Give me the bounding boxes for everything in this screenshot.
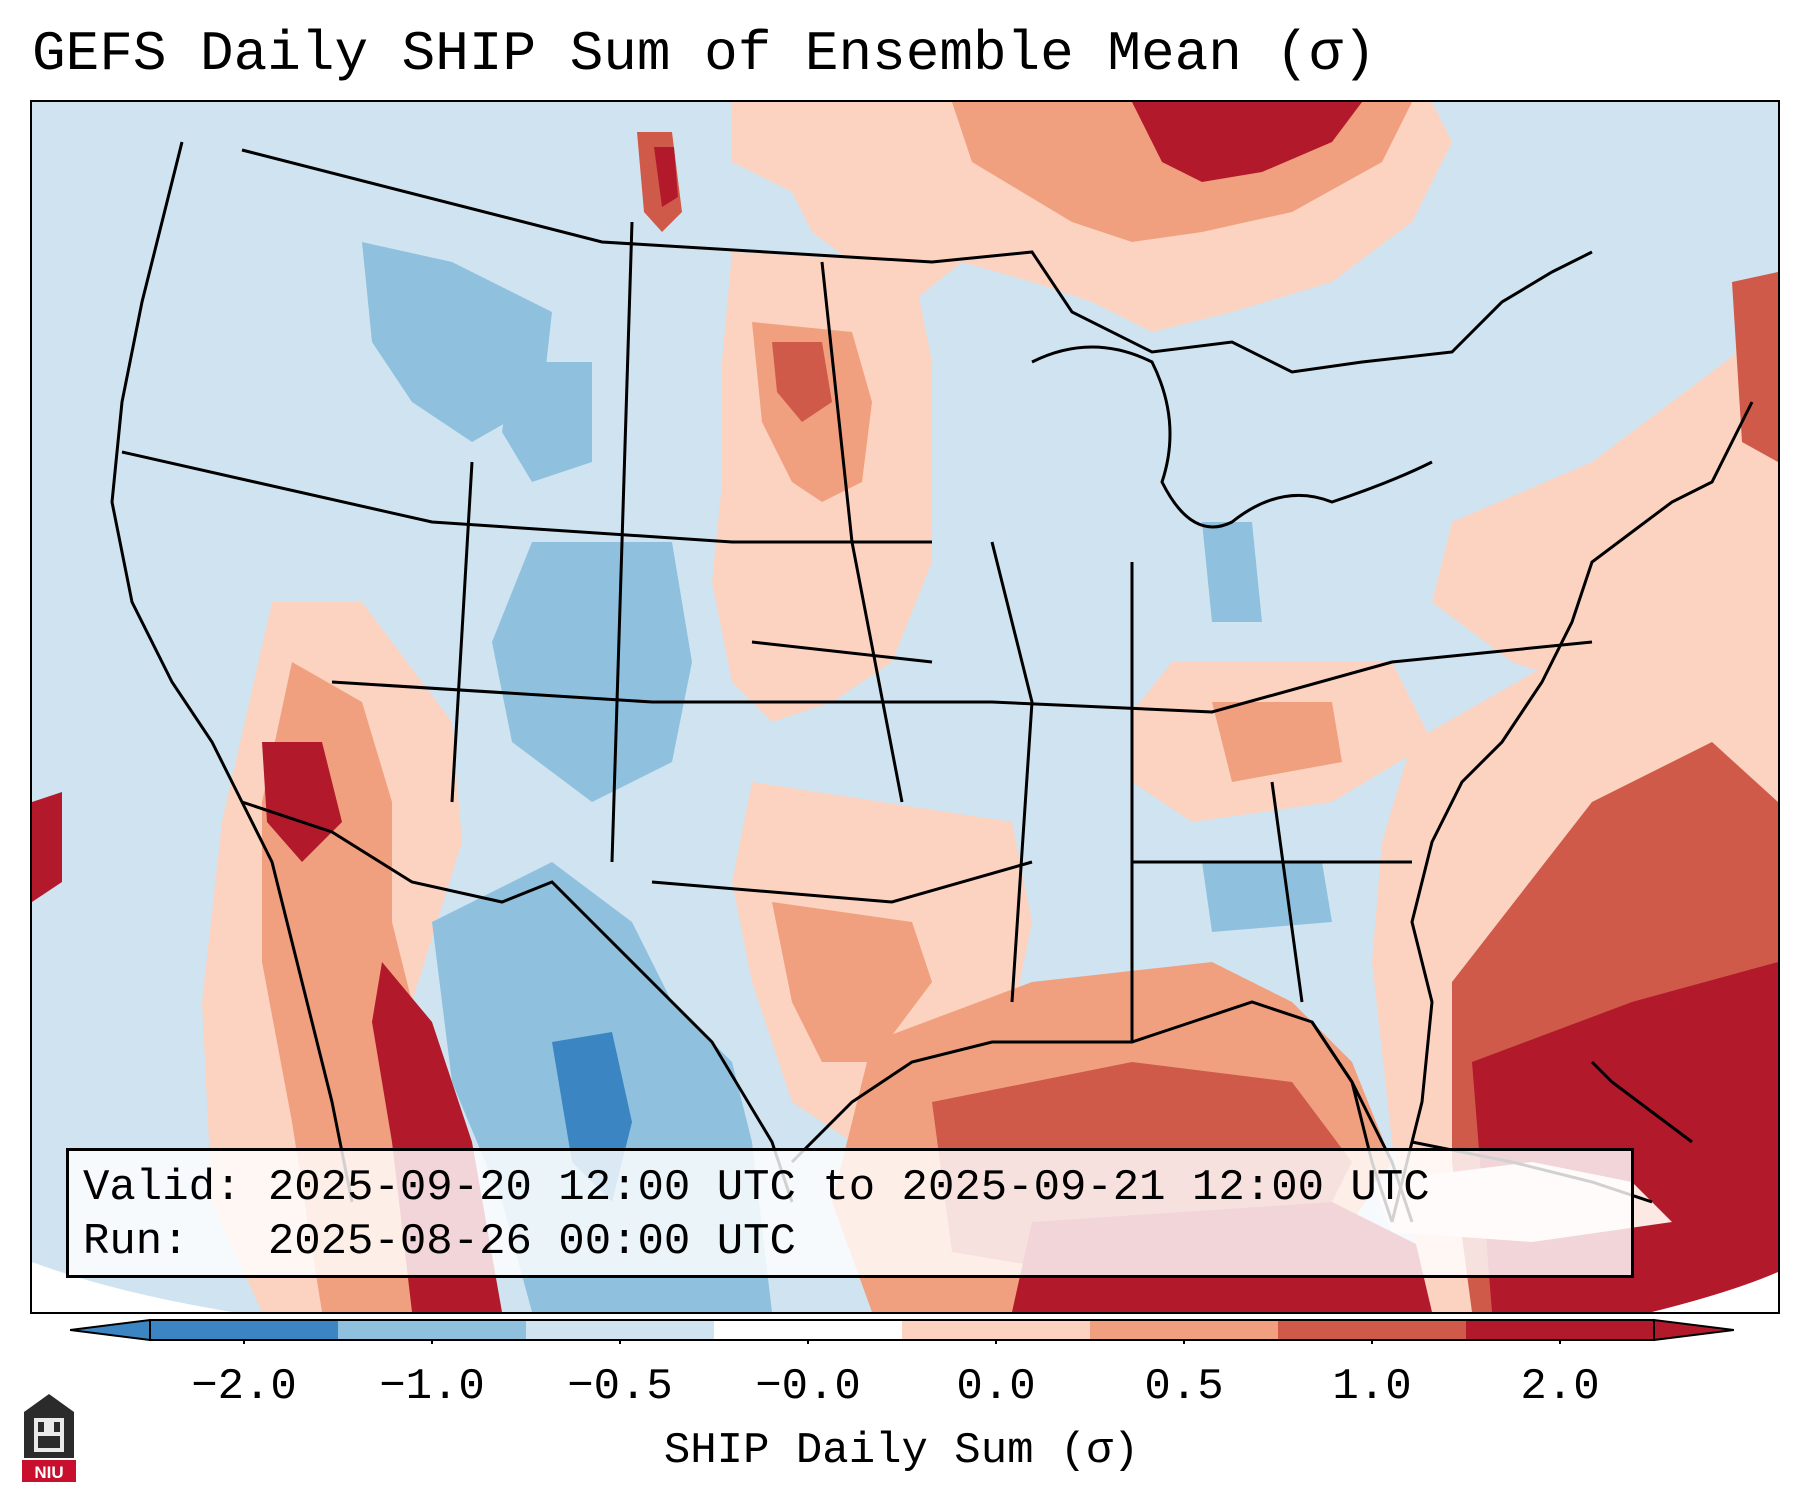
logo-text: NIU <box>34 1463 63 1482</box>
anomaly-region-montana-streak-extreme <box>654 147 678 207</box>
colorbar-segment <box>150 1320 339 1340</box>
map-panel[interactable] <box>30 100 1780 1314</box>
colorbar-segment <box>714 1320 903 1340</box>
colorbar-tick-label: −0.0 <box>755 1362 861 1412</box>
anomaly-region-colorado-negative <box>492 542 692 802</box>
anomaly-region-dakota-strong <box>772 342 832 422</box>
colorbar-segment <box>1466 1320 1655 1340</box>
anomaly-region-california-extreme <box>262 742 342 862</box>
east-coast <box>1390 401 1754 1223</box>
colorbar-segment <box>526 1320 715 1340</box>
run-row: Run: 2025-08-26 00:00 UTC <box>83 1215 1617 1269</box>
run-value: 2025-08-26 00:00 UTC <box>267 1217 796 1267</box>
colorbar-label: SHIP Daily Sum (σ) <box>663 1426 1140 1476</box>
state-line-1 <box>121 450 932 544</box>
colorbar-outline <box>149 1319 1655 1341</box>
colorbar-extend-high <box>1653 1318 1734 1342</box>
colorbar-segment <box>338 1320 527 1340</box>
gulf-coast <box>790 1000 1394 1223</box>
colorbar-tick-label: −1.0 <box>379 1362 485 1412</box>
state-line-3 <box>450 461 474 803</box>
projection-corner-left <box>32 1262 232 1312</box>
west-coast <box>110 141 354 1203</box>
state-line-5 <box>820 261 904 803</box>
state-line-8 <box>1270 781 1304 1003</box>
anomaly-region-wyoming-negative <box>502 362 592 482</box>
colorbar-tick-label: 1.0 <box>1332 1362 1412 1412</box>
colorbar-segment <box>1090 1320 1279 1340</box>
anomaly-region-tennessee-strong <box>1212 702 1342 782</box>
colorbar-segment <box>1278 1320 1467 1340</box>
anomaly-field <box>32 102 1778 1312</box>
anomaly-map <box>32 102 1778 1312</box>
colorbar-tick-label: −0.5 <box>567 1362 673 1412</box>
anomaly-region-canada-extreme <box>1132 102 1362 182</box>
colorbar-segments <box>70 1318 1734 1344</box>
colorbar-extend-low <box>70 1318 151 1342</box>
anomaly-region-northeast-strong <box>1732 272 1778 462</box>
anomaly-region-northeast-positive <box>1432 322 1778 702</box>
anomaly-region-alabama-negative <box>1202 862 1332 932</box>
state-line-9 <box>751 640 933 664</box>
colorbar-tick-label: −2.0 <box>191 1362 297 1412</box>
political-boundaries <box>110 141 1754 1223</box>
state-line-2 <box>331 640 1593 714</box>
validity-info-box: Valid: 2025-09-20 12:00 UTC to 2025-09-2… <box>66 1148 1634 1278</box>
anomaly-region-pacific-extreme <box>32 792 62 902</box>
colorbar-segment <box>902 1320 1091 1340</box>
colorbar-tick-label: 2.0 <box>1520 1362 1600 1412</box>
bahamas-outline <box>1590 1060 1693 1144</box>
run-label: Run: <box>83 1217 189 1267</box>
anomaly-region-texas-strong <box>772 902 932 1062</box>
map-title: GEFS Daily SHIP Sum of Ensemble Mean (σ) <box>32 22 1377 86</box>
canada-us-border <box>241 148 1593 374</box>
state-line-10 <box>651 860 1033 904</box>
us-mexico-border <box>241 800 794 1203</box>
great-lakes <box>1031 345 1433 529</box>
colorbar-tick-label: 0.5 <box>1144 1362 1224 1412</box>
colorbar-tick-label: 0.0 <box>956 1362 1036 1412</box>
valid-row: Valid: 2025-09-20 12:00 UTC to 2025-09-2… <box>83 1161 1617 1215</box>
niu-logo: NIU <box>22 1394 76 1482</box>
valid-value: 2025-09-20 12:00 UTC to 2025-09-21 12:00… <box>267 1163 1430 1213</box>
projection-corner-right <box>1652 1272 1778 1312</box>
colorbar <box>70 1318 1734 1344</box>
valid-label: Valid: <box>83 1163 242 1213</box>
anomaly-region-idaho-negative <box>362 242 552 442</box>
state-line-6 <box>990 541 1034 1003</box>
anomaly-region-indiana-negative <box>1202 522 1262 622</box>
state-line-4 <box>610 221 634 863</box>
